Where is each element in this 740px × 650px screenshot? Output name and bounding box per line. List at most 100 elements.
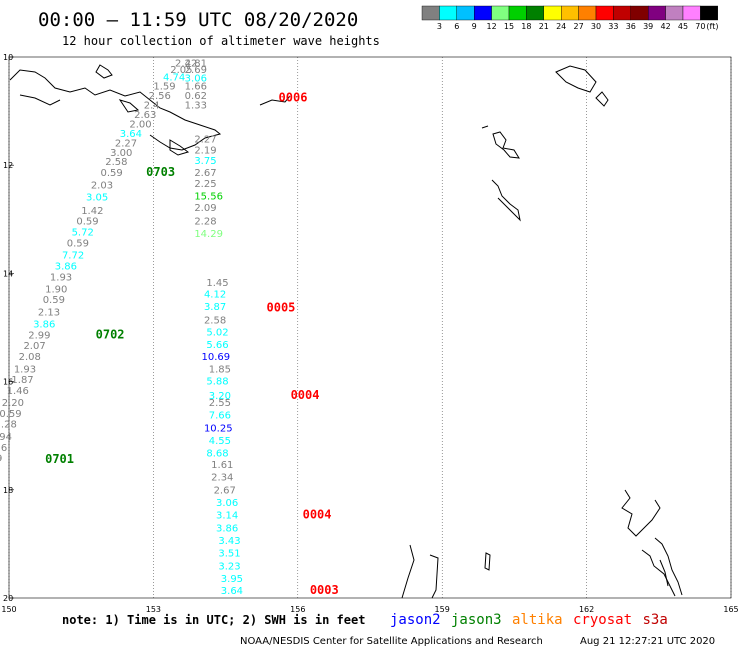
wave-height-value: 0.59 xyxy=(67,238,89,249)
lat-label: 12 xyxy=(3,161,13,170)
legend-swatch xyxy=(543,5,562,21)
legend-swatch xyxy=(491,5,510,21)
legend-label: 45 xyxy=(678,22,688,31)
wave-height-value: 1.85 xyxy=(209,364,231,375)
wave-height-value: 0.62 xyxy=(185,91,207,102)
wave-height-values: 2.422.812.052.694.74 3.061.59 1.662.56 0.62… xyxy=(0,59,339,597)
legend-label: 21 xyxy=(539,22,549,31)
legend-label: 3 xyxy=(437,22,442,31)
lat-label: 20 xyxy=(3,594,13,603)
legend-label: 36 xyxy=(626,22,636,31)
legend-unit: (ft) xyxy=(706,22,718,31)
legend-swatch xyxy=(474,5,492,21)
wave-height-value: 4.12 xyxy=(204,290,226,301)
wave-height-value: 8.68 xyxy=(206,448,228,459)
legend-swatch xyxy=(595,5,614,21)
satellite-name: altika xyxy=(512,612,563,628)
legend-swatch xyxy=(630,5,649,21)
wave-height-value: 2.99 xyxy=(28,330,50,341)
wave-height-value: 2.69 xyxy=(185,65,207,76)
wave-height-value: 5.72 xyxy=(72,228,94,239)
wave-height-value: 3.87 xyxy=(204,302,226,313)
legend-label: 30 xyxy=(591,22,601,31)
lat-label: 10 xyxy=(3,53,13,62)
wave-height-value: 0.59 xyxy=(76,217,98,228)
wave-height-value: 2.58 xyxy=(204,316,226,327)
wave-height-value: 2.67 xyxy=(194,168,216,179)
lat-label: 14 xyxy=(3,269,13,278)
wave-height-value: 2.19 xyxy=(194,145,216,156)
satellite-legend: jason2 jason3 altika cryosat s3a xyxy=(390,612,668,628)
wave-height-value: 2.28 xyxy=(194,217,216,228)
wave-height-value: 2.09 xyxy=(194,203,216,214)
wave-height-value: 1.33 xyxy=(185,100,207,111)
wave-height-value: 3.51 xyxy=(218,548,240,559)
wave-height-value: 2.27 xyxy=(115,138,137,149)
wave-height-value: 0.59 xyxy=(100,168,122,179)
wave-height-value: 3.86 xyxy=(55,262,77,273)
lat-label: 18 xyxy=(3,486,13,495)
legend-swatch xyxy=(439,5,457,21)
wave-height-value: 15.56 xyxy=(194,191,223,202)
pass-id-label: 0702 xyxy=(96,327,125,341)
wave-height-value: 2.00 xyxy=(129,119,151,130)
wave-height-value: 2.28 xyxy=(0,420,17,431)
wave-height-value: 3.64 xyxy=(221,586,243,597)
lat-lon-grid: 10 12 14 16 18 20 150 153 156 159 162 165 xyxy=(1,53,738,614)
wave-height-value: 1.87 xyxy=(11,375,33,386)
wave-height-value: 10.25 xyxy=(204,423,233,434)
legend-label: 6 xyxy=(454,22,459,31)
satellite-name: jason2 xyxy=(390,612,441,628)
wave-height-value: 3.86 xyxy=(33,320,55,331)
wave-height-value: 1.90 xyxy=(45,284,67,295)
wave-height-value: 5.88 xyxy=(206,376,228,387)
coastlines xyxy=(9,64,683,599)
legend-label: 9 xyxy=(472,22,477,31)
satellite-name: cryosat xyxy=(573,612,632,628)
legend-label: 70 xyxy=(695,22,705,31)
pass-id-label: 0004 xyxy=(303,507,332,521)
wave-height-value: 3.06 xyxy=(216,498,238,509)
wave-height-value: 2.07 xyxy=(23,341,45,352)
pass-id-label: 0703 xyxy=(146,165,175,179)
lat-label: 16 xyxy=(3,378,13,387)
pass-id-label: 0006 xyxy=(279,90,308,104)
legend-swatch xyxy=(421,5,440,21)
wave-height-value: 2.58 xyxy=(105,157,127,168)
wave-height-value: 2.20 xyxy=(2,398,24,409)
wave-height-value: 2.27 xyxy=(194,134,216,145)
wave-height-value: 2.55 xyxy=(209,398,231,409)
pass-id-label: 0005 xyxy=(267,300,296,314)
wave-height-value: 7.66 xyxy=(209,410,231,421)
wave-height-value: 2.63 xyxy=(134,110,156,121)
wave-height-value: 2.13 xyxy=(38,308,60,319)
wave-height-value: 2.4 xyxy=(144,100,160,111)
satellite-name: jason3 xyxy=(451,612,502,628)
wave-height-value: 0.59 xyxy=(0,409,22,420)
pass-id-label: 0701 xyxy=(45,452,74,466)
color-legend: 3 6 9 12 15 18 21 24 27 30 33 36 39 42 45 70 (ft) xyxy=(421,5,718,31)
wave-height-value: 5.02 xyxy=(206,328,228,339)
wave-height-value: 2.39 xyxy=(0,454,2,465)
wave-height-value: 3.86 xyxy=(216,523,238,534)
legend-swatch xyxy=(578,5,597,21)
wave-height-value: 3.23 xyxy=(218,561,240,572)
wave-height-value: 3.20 xyxy=(209,391,231,402)
wave-height-value: 3.75 xyxy=(194,156,216,167)
lon-label: 153 xyxy=(146,605,161,614)
legend-swatch xyxy=(561,5,579,21)
wave-height-value: 1.45 xyxy=(206,278,228,289)
wave-height-value: 4.74 xyxy=(163,72,185,83)
wave-height-value: 3.00 xyxy=(110,148,132,159)
wave-height-value: 2.67 xyxy=(214,486,236,497)
wave-height-value: 2.76 xyxy=(0,443,7,454)
legend-label: 39 xyxy=(643,22,653,31)
pass-id-label: 0003 xyxy=(310,583,339,597)
wave-height-value: 5.66 xyxy=(206,340,228,351)
wave-height-value: 0.59 xyxy=(43,295,65,306)
wave-height-value: 3.05 xyxy=(86,192,108,203)
lon-label: 150 xyxy=(1,605,16,614)
legend-swatch xyxy=(648,5,666,21)
wave-height-value: 10.69 xyxy=(202,352,231,363)
